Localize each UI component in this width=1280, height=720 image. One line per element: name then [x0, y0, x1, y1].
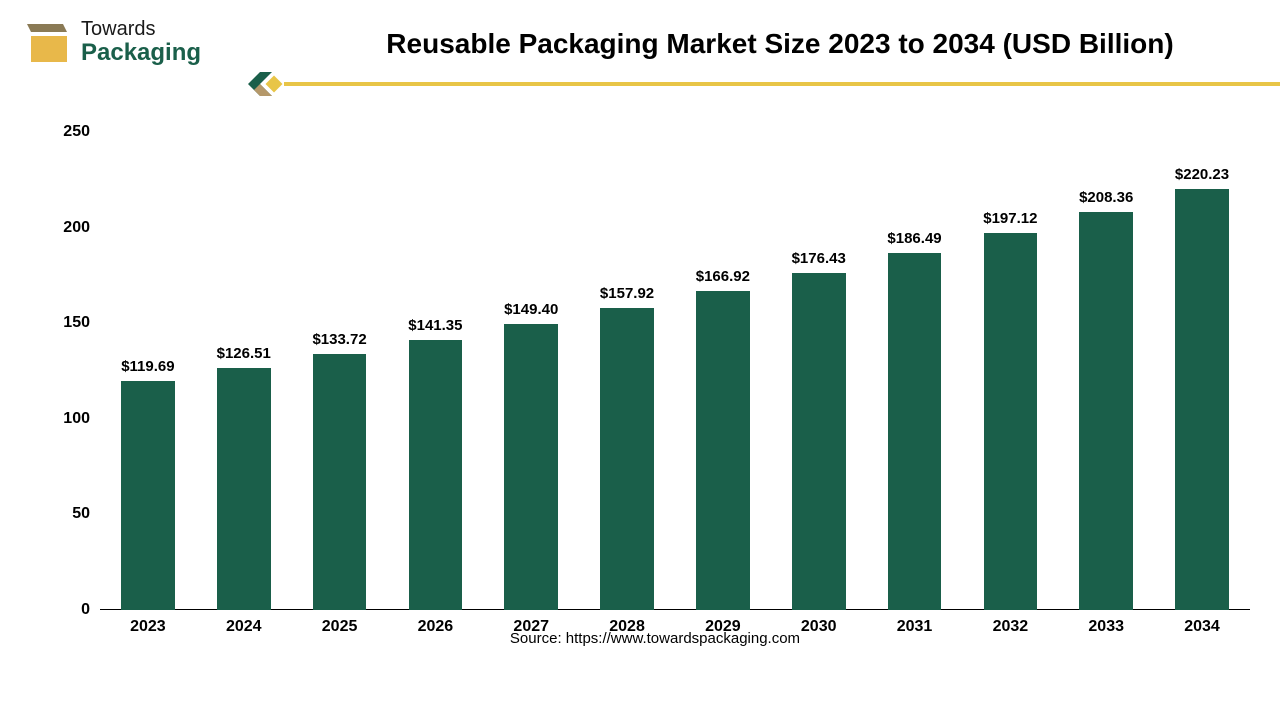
bar-value-label: $197.12 [983, 210, 1037, 227]
bar-value-label: $157.92 [600, 285, 654, 302]
divider-chevron-icon [248, 72, 284, 96]
bar-value-label: $119.69 [121, 358, 174, 375]
bar-slot: $220.232034 [1154, 132, 1250, 610]
bar-slot: $197.122032 [962, 132, 1058, 610]
bar-value-label: $166.92 [696, 268, 750, 285]
bar-chart: 050100150200250 $119.692023$126.512024$1… [50, 110, 1260, 665]
bar-value-label: $220.23 [1175, 166, 1229, 183]
bar-value-label: $149.40 [504, 301, 558, 318]
bar [1175, 189, 1229, 610]
logo-text: Towards Packaging [81, 18, 201, 66]
bar [313, 354, 367, 610]
bar [409, 340, 463, 610]
bar [600, 308, 654, 610]
bar-value-label: $186.49 [887, 230, 941, 247]
bar [504, 324, 558, 610]
y-tick-label: 50 [50, 505, 90, 523]
bar-slot: $176.432030 [771, 132, 867, 610]
bar [888, 253, 942, 610]
bar [984, 233, 1038, 610]
chart-title: Reusable Packaging Market Size 2023 to 2… [300, 28, 1260, 60]
source-text: Source: https://www.towardspackaging.com [50, 630, 1260, 647]
bar-value-label: $176.43 [792, 250, 846, 267]
plot-area: 050100150200250 $119.692023$126.512024$1… [100, 132, 1250, 610]
bar-slot: $157.922028 [579, 132, 675, 610]
bar-slot: $208.362033 [1058, 132, 1154, 610]
bar-slot: $186.492031 [867, 132, 963, 610]
bar-slot: $149.402027 [483, 132, 579, 610]
title-divider [248, 72, 1280, 96]
bar-slot: $126.512024 [196, 132, 292, 610]
bar [1079, 212, 1133, 610]
divider-line [284, 82, 1280, 86]
bar-slot: $141.352026 [387, 132, 483, 610]
bars-container: $119.692023$126.512024$133.722025$141.35… [100, 132, 1250, 610]
bar [121, 381, 175, 610]
y-tick-label: 0 [50, 601, 90, 619]
y-tick-label: 250 [50, 123, 90, 141]
bar-value-label: $133.72 [312, 331, 366, 348]
bar-value-label: $208.36 [1079, 189, 1133, 206]
bar [696, 291, 750, 610]
bar-slot: $166.922029 [675, 132, 771, 610]
bar-value-label: $141.35 [408, 317, 462, 334]
bar [217, 368, 271, 610]
bar [792, 273, 846, 610]
bar-slot: $119.692023 [100, 132, 196, 610]
logo-box-icon [25, 18, 73, 66]
y-tick-label: 200 [50, 219, 90, 237]
brand-logo: Towards Packaging [25, 18, 201, 66]
y-tick-label: 150 [50, 314, 90, 332]
bar-value-label: $126.51 [217, 345, 271, 362]
bar-slot: $133.722025 [292, 132, 388, 610]
logo-text-bottom: Packaging [81, 40, 201, 66]
y-tick-label: 100 [50, 410, 90, 428]
logo-text-top: Towards [81, 18, 201, 40]
